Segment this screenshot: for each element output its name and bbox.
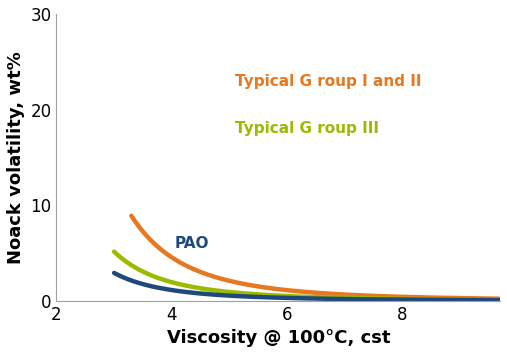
X-axis label: Viscosity @ 100°C, cst: Viscosity @ 100°C, cst — [166, 329, 390, 347]
Text: PAO: PAO — [174, 236, 209, 251]
Text: Typical G roup I and II: Typical G roup I and II — [235, 74, 421, 88]
Text: Typical G roup III: Typical G roup III — [235, 121, 379, 136]
Y-axis label: Noack volatility, wt%: Noack volatility, wt% — [7, 51, 25, 264]
